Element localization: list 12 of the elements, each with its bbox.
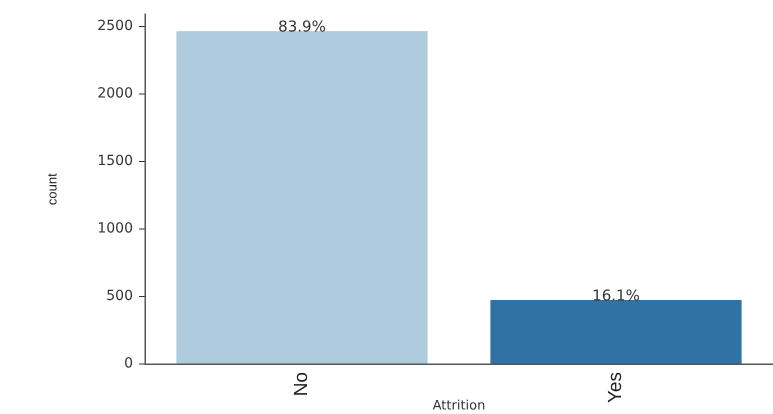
x-tick-label: Yes — [605, 372, 626, 403]
y-axis-title: count — [44, 172, 60, 206]
x-tick-label: No — [291, 372, 312, 396]
y-tick-label: 1500 — [97, 153, 133, 170]
y-tick-label: 0 — [124, 356, 133, 372]
y-tick-label: 500 — [106, 288, 133, 304]
x-axis-title: Attrition — [432, 398, 486, 414]
annotation: 83.9% — [278, 18, 326, 36]
y-tick-label: 2500 — [97, 18, 133, 34]
y-tick-label: 1000 — [97, 220, 133, 237]
y-tick-label: 2000 — [97, 86, 133, 102]
annotation: 16.1% — [592, 286, 640, 304]
